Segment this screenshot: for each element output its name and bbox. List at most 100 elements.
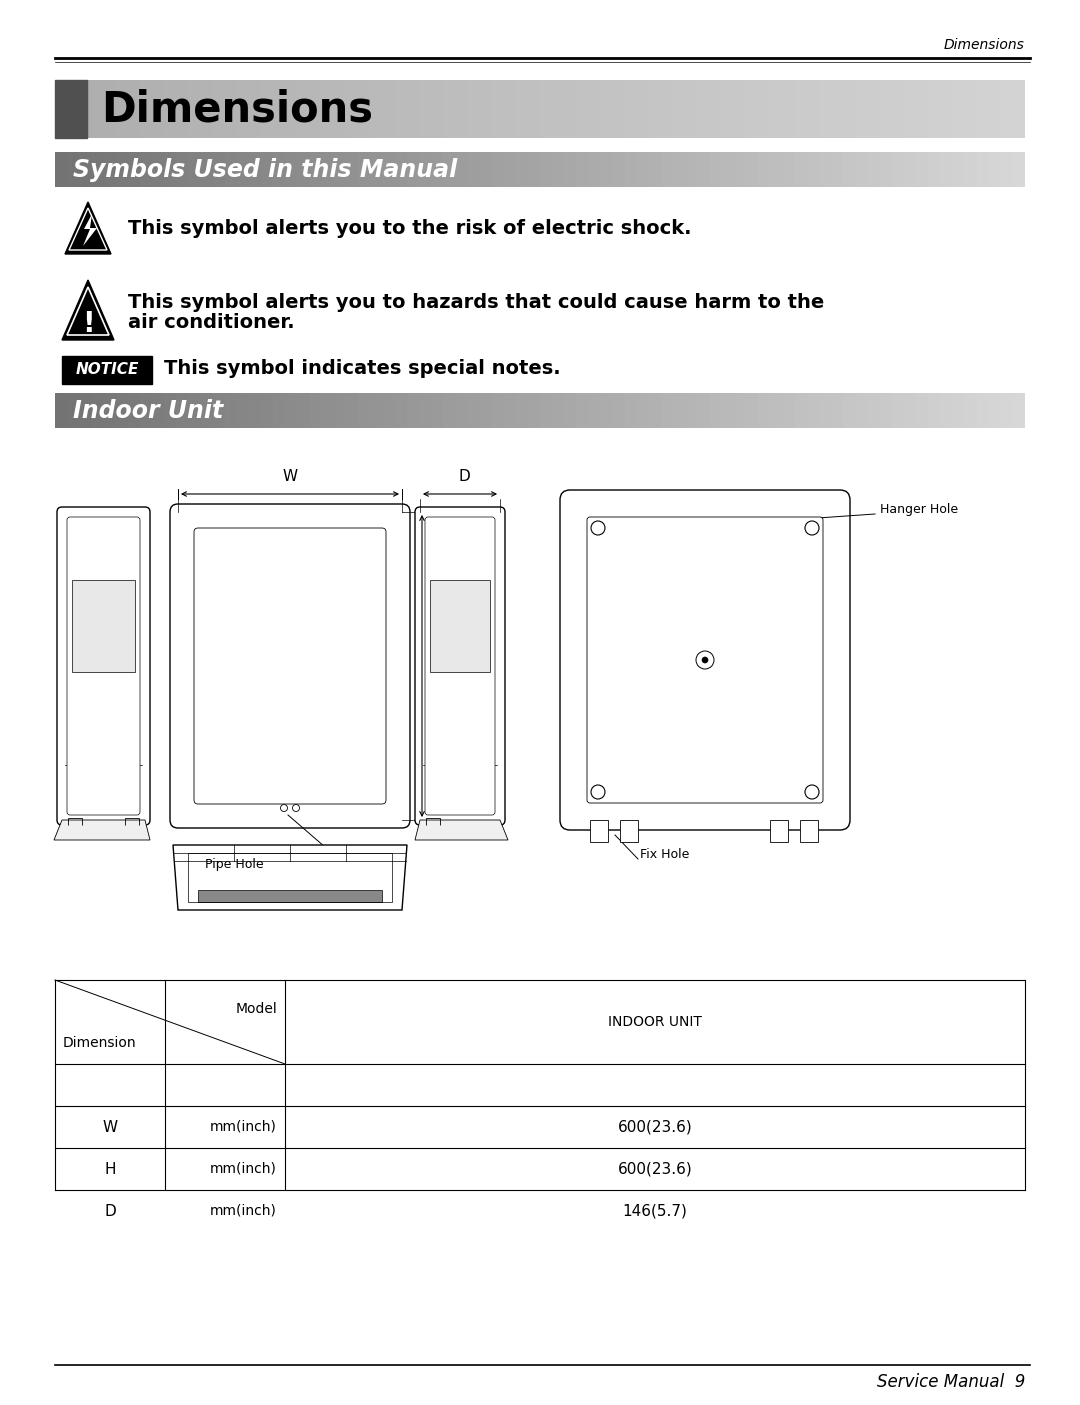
Bar — [612, 80, 625, 138]
Bar — [988, 393, 1001, 429]
Bar — [770, 152, 783, 187]
Bar — [892, 80, 904, 138]
Bar — [819, 80, 831, 138]
Bar — [225, 393, 237, 429]
Bar — [359, 152, 370, 187]
Bar — [928, 393, 940, 429]
Bar — [213, 80, 225, 138]
Bar — [710, 152, 721, 187]
Text: Dimensions: Dimensions — [102, 89, 373, 131]
Bar — [904, 152, 916, 187]
Text: 146(5.7): 146(5.7) — [622, 1204, 688, 1218]
Bar — [127, 80, 140, 138]
Bar — [104, 393, 116, 429]
Bar — [577, 80, 589, 138]
Bar — [491, 152, 503, 187]
Bar — [686, 152, 698, 187]
Bar — [419, 152, 431, 187]
FancyBboxPatch shape — [67, 517, 140, 815]
Bar — [800, 821, 818, 842]
Bar — [443, 393, 455, 429]
Circle shape — [696, 651, 714, 669]
Bar — [503, 152, 516, 187]
Bar — [285, 80, 297, 138]
Bar — [721, 393, 734, 429]
Bar — [394, 393, 407, 429]
Bar — [116, 393, 127, 429]
Bar — [127, 393, 140, 429]
Bar — [152, 152, 164, 187]
Bar — [127, 152, 140, 187]
Bar — [564, 80, 577, 138]
Polygon shape — [54, 821, 150, 840]
Bar — [225, 152, 237, 187]
Bar — [661, 152, 673, 187]
Bar — [164, 80, 176, 138]
Text: mm(inch): mm(inch) — [211, 1120, 276, 1134]
Bar — [370, 152, 382, 187]
Bar — [590, 821, 608, 842]
Bar — [1001, 80, 1013, 138]
Bar — [600, 393, 612, 429]
Polygon shape — [173, 844, 407, 910]
Bar — [310, 152, 322, 187]
Bar — [273, 152, 285, 187]
Bar — [953, 393, 964, 429]
Bar — [940, 152, 953, 187]
Polygon shape — [65, 202, 111, 254]
Bar — [770, 80, 783, 138]
Bar — [72, 580, 135, 672]
Bar — [673, 80, 686, 138]
Bar — [116, 152, 127, 187]
Bar — [892, 152, 904, 187]
Bar — [819, 393, 831, 429]
Bar — [394, 80, 407, 138]
Bar — [322, 80, 334, 138]
Bar — [443, 152, 455, 187]
Bar — [455, 152, 468, 187]
Bar — [600, 80, 612, 138]
Bar — [503, 393, 516, 429]
Bar — [698, 393, 710, 429]
Bar — [770, 821, 788, 842]
Bar — [516, 393, 528, 429]
Bar — [261, 393, 273, 429]
Bar — [928, 152, 940, 187]
Bar — [176, 152, 188, 187]
Bar — [249, 152, 261, 187]
Bar — [620, 821, 638, 842]
Bar — [552, 80, 564, 138]
Bar — [55, 393, 67, 429]
Bar — [67, 152, 79, 187]
Bar — [67, 393, 79, 429]
Bar — [394, 152, 407, 187]
Bar — [661, 80, 673, 138]
Text: W: W — [103, 1120, 118, 1134]
Bar — [164, 152, 176, 187]
Text: !: ! — [82, 311, 94, 339]
Bar — [79, 152, 92, 187]
Bar — [431, 152, 443, 187]
Bar — [661, 393, 673, 429]
Bar — [213, 393, 225, 429]
Bar — [904, 393, 916, 429]
Text: 600(23.6): 600(23.6) — [618, 1120, 692, 1134]
Text: Pipe Hole: Pipe Hole — [205, 858, 264, 871]
Bar — [589, 152, 600, 187]
Bar — [831, 393, 843, 429]
Bar — [831, 152, 843, 187]
Bar — [237, 393, 249, 429]
Text: This symbol alerts you to hazards that could cause harm to the: This symbol alerts you to hazards that c… — [129, 292, 824, 312]
Bar — [188, 80, 201, 138]
Bar — [104, 152, 116, 187]
Bar — [1013, 152, 1025, 187]
Bar — [649, 393, 661, 429]
Bar — [783, 152, 795, 187]
Bar — [855, 80, 867, 138]
Bar — [455, 393, 468, 429]
Bar — [795, 393, 807, 429]
Bar — [188, 853, 392, 902]
Bar — [152, 393, 164, 429]
Bar — [625, 80, 637, 138]
Bar — [55, 80, 67, 138]
